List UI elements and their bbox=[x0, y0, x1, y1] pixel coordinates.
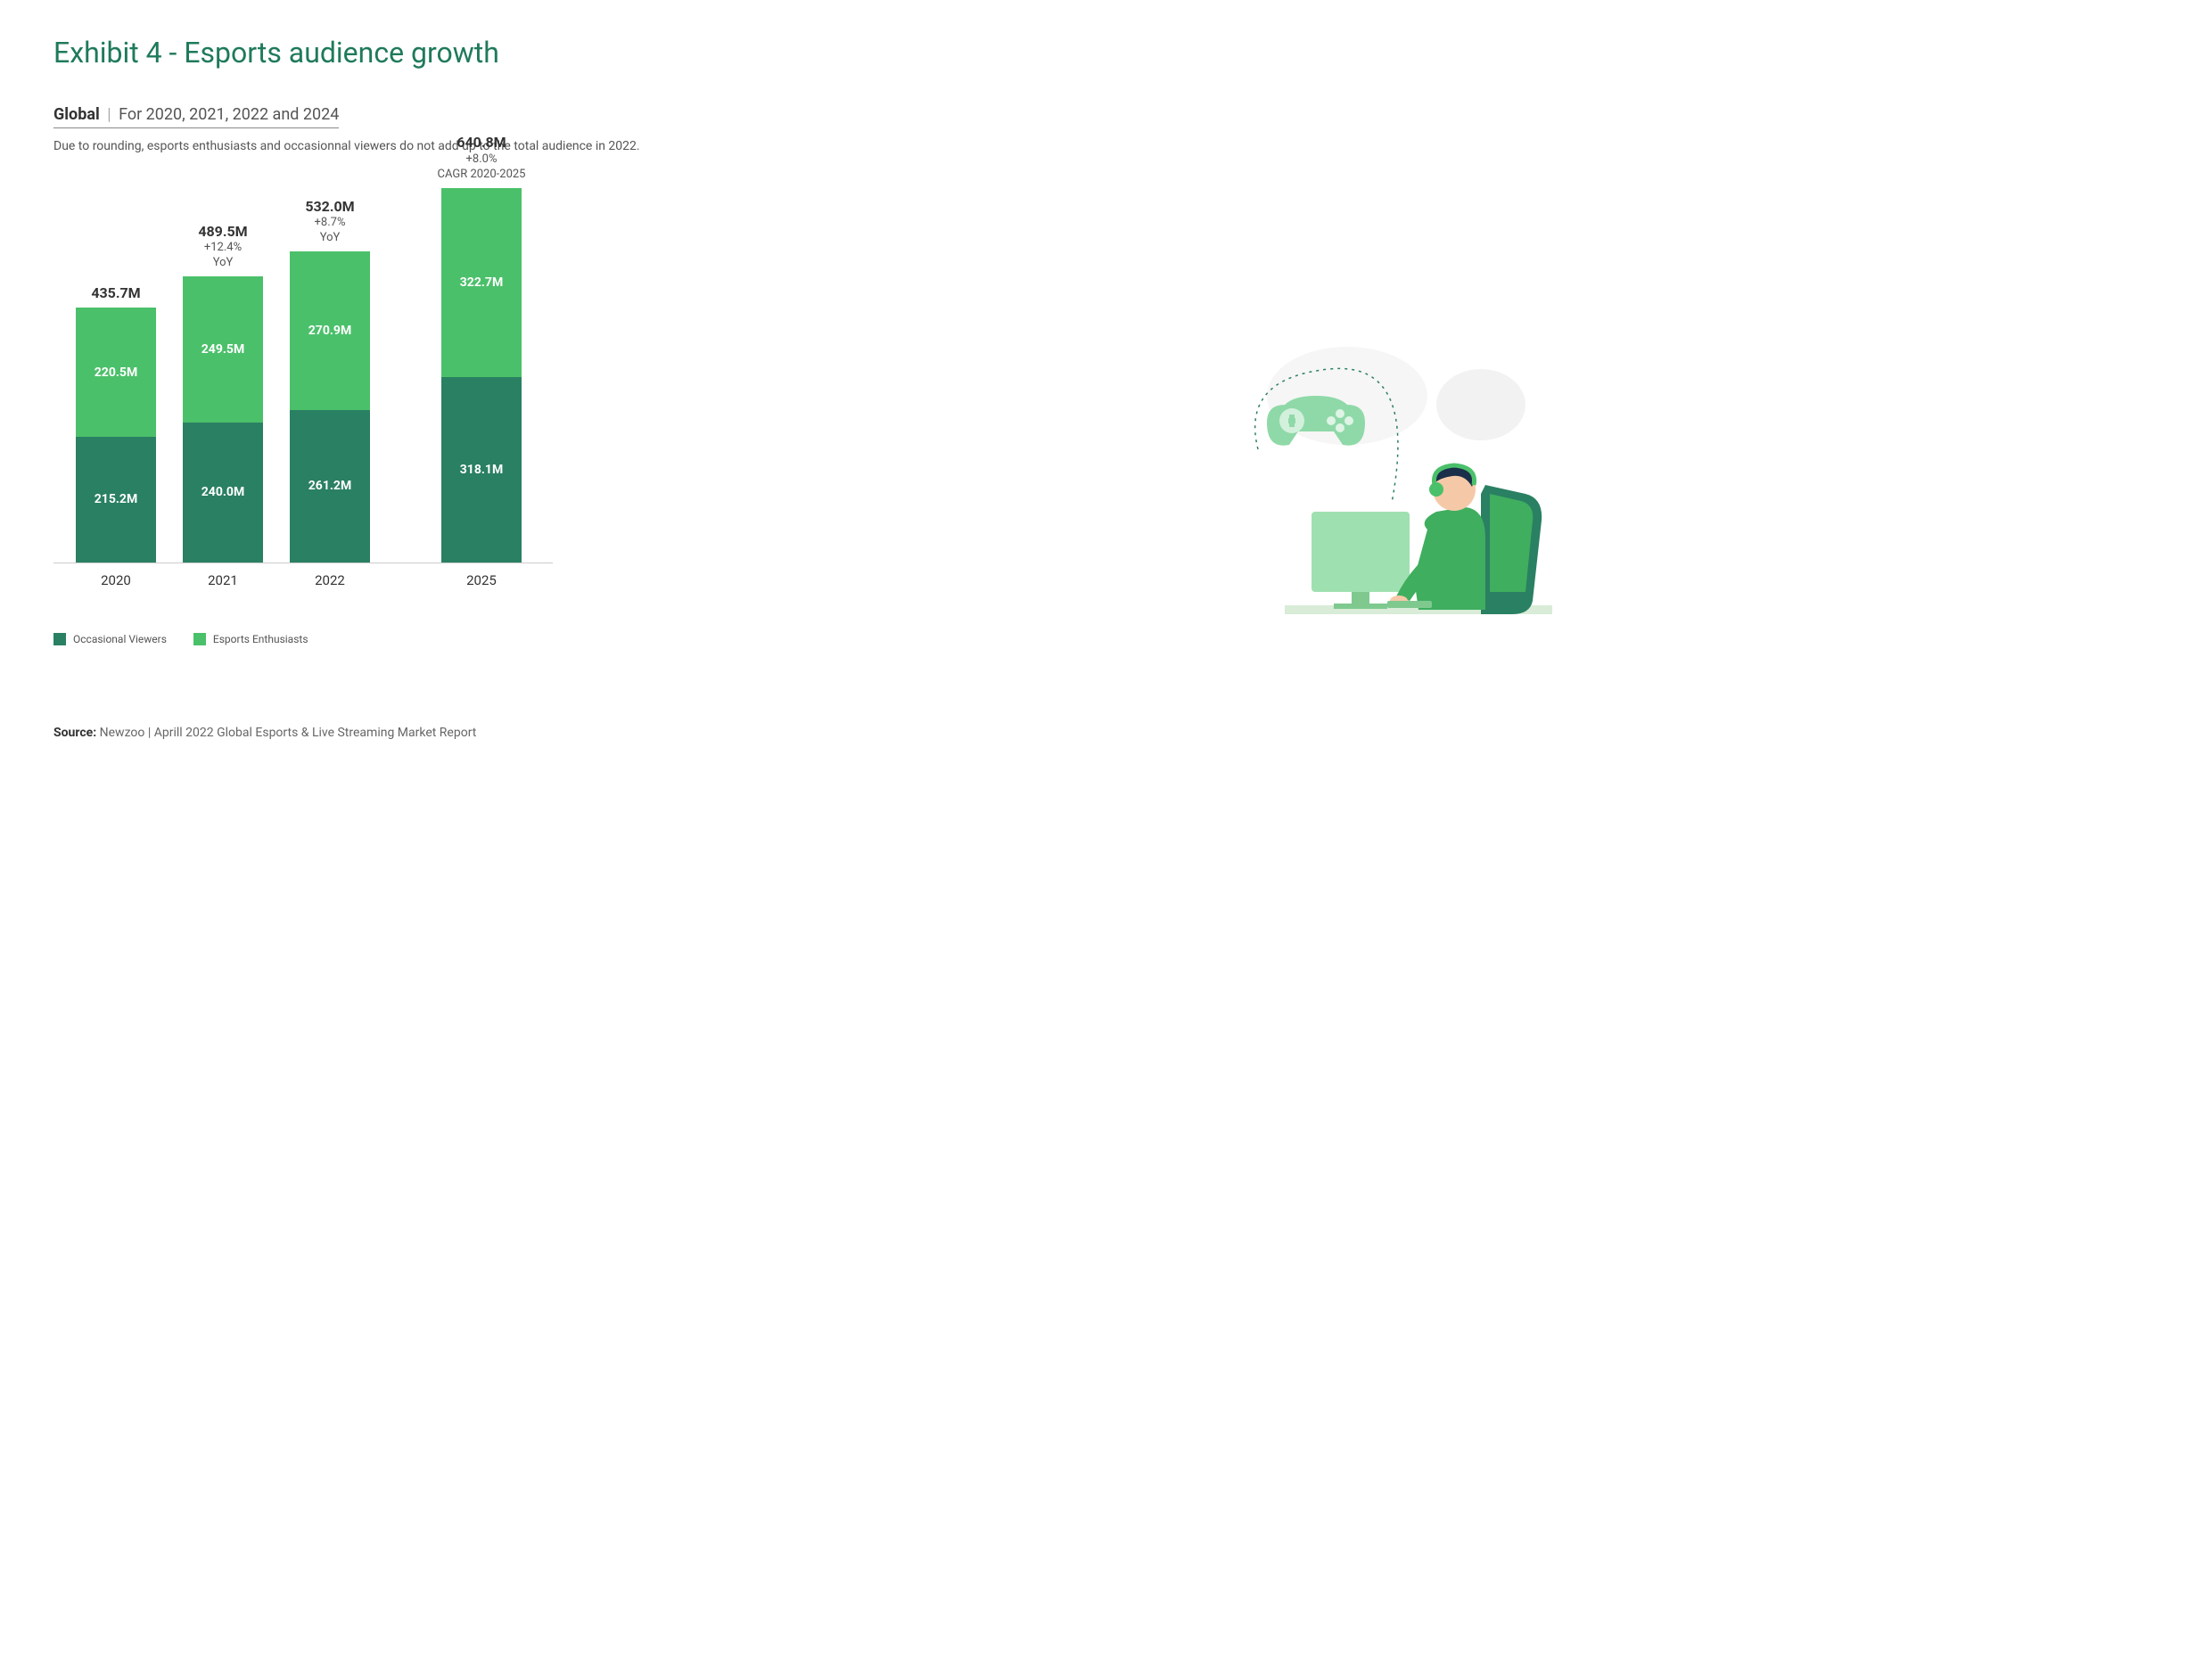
bar-group: 435.7M215.2M220.5M bbox=[76, 189, 156, 563]
bar-growth-sub: CAGR 2020-2025 bbox=[428, 168, 535, 183]
legend-swatch bbox=[53, 633, 66, 645]
x-label: 2022 bbox=[290, 572, 370, 588]
legend-item: Esports Enthusiasts bbox=[193, 633, 308, 645]
source-label: Source: bbox=[53, 726, 96, 740]
bar-segment-enthusiasts: 249.5M bbox=[183, 276, 263, 423]
bar-growth-sub: YoY bbox=[169, 256, 276, 271]
x-label: 2020 bbox=[76, 572, 156, 588]
bars-container: 435.7M215.2M220.5M489.5M+12.4%YoY240.0M2… bbox=[53, 189, 553, 563]
x-axis-labels: 2020 2021 2022 2025 bbox=[53, 572, 553, 588]
bar-group: 532.0M+8.7%YoY261.2M270.9M bbox=[290, 189, 370, 563]
bar-top-label: 489.5M+12.4%YoY bbox=[169, 223, 276, 272]
source-text: Newzoo | Aprill 2022 Global Esports & Li… bbox=[96, 726, 476, 740]
subtitle-bold: Global bbox=[53, 105, 100, 124]
bar-top-label: 640.8M+8.0%CAGR 2020-2025 bbox=[428, 134, 535, 183]
bar-segment-occasional: 318.1M bbox=[441, 377, 522, 563]
legend-swatch bbox=[193, 633, 206, 645]
bar-total: 435.7M bbox=[62, 284, 169, 303]
bar-group: 489.5M+12.4%YoY240.0M249.5M bbox=[183, 189, 263, 563]
bar-top-label: 532.0M+8.7%YoY bbox=[276, 198, 383, 247]
bar-group: 640.8M+8.0%CAGR 2020-2025318.1M322.7M bbox=[441, 189, 522, 563]
legend: Occasional Viewers Esports Enthusiasts bbox=[53, 633, 553, 645]
rounding-note: Due to rounding, esports enthusiasts and… bbox=[53, 139, 2159, 153]
legend-item: Occasional Viewers bbox=[53, 633, 167, 645]
bar-stack: 215.2M220.5M bbox=[76, 308, 156, 563]
bar-segment-occasional: 240.0M bbox=[183, 423, 263, 563]
chart-area: 435.7M215.2M220.5M489.5M+12.4%YoY240.0M2… bbox=[53, 189, 2159, 645]
bar-growth: +8.0% bbox=[428, 152, 535, 168]
bar-growth: +8.7% bbox=[276, 216, 383, 231]
bar-total: 640.8M bbox=[428, 134, 535, 152]
bar-stack: 318.1M322.7M bbox=[441, 188, 522, 563]
bar-segment-enthusiasts: 270.9M bbox=[290, 251, 370, 410]
bar-total: 532.0M bbox=[276, 198, 383, 217]
bar-segment-occasional: 261.2M bbox=[290, 410, 370, 563]
exhibit-title: Exhibit 4 - Esports audience growth bbox=[53, 36, 2159, 70]
bar-segment-occasional: 215.2M bbox=[76, 437, 156, 563]
bar-segment-enthusiasts: 220.5M bbox=[76, 308, 156, 437]
legend-label: Occasional Viewers bbox=[73, 633, 167, 645]
bar-total: 489.5M bbox=[169, 223, 276, 242]
bar-growth-sub: YoY bbox=[276, 231, 383, 246]
x-label: 2025 bbox=[441, 572, 522, 588]
bar-growth: +12.4% bbox=[169, 241, 276, 256]
subtitle-separator: | bbox=[107, 105, 111, 124]
subtitle: Global | For 2020, 2021, 2022 and 2024 bbox=[53, 105, 339, 128]
gamer-illustration bbox=[588, 271, 2159, 645]
bar-top-label: 435.7M bbox=[62, 284, 169, 303]
bar-stack: 261.2M270.9M bbox=[290, 251, 370, 563]
source-line: Source: Newzoo | Aprill 2022 Global Espo… bbox=[53, 726, 2159, 740]
x-label: 2021 bbox=[183, 572, 263, 588]
bar-stack: 240.0M249.5M bbox=[183, 276, 263, 563]
bar-segment-enthusiasts: 322.7M bbox=[441, 188, 522, 377]
subtitle-rest: For 2020, 2021, 2022 and 2024 bbox=[119, 105, 339, 124]
legend-label: Esports Enthusiasts bbox=[213, 633, 308, 645]
